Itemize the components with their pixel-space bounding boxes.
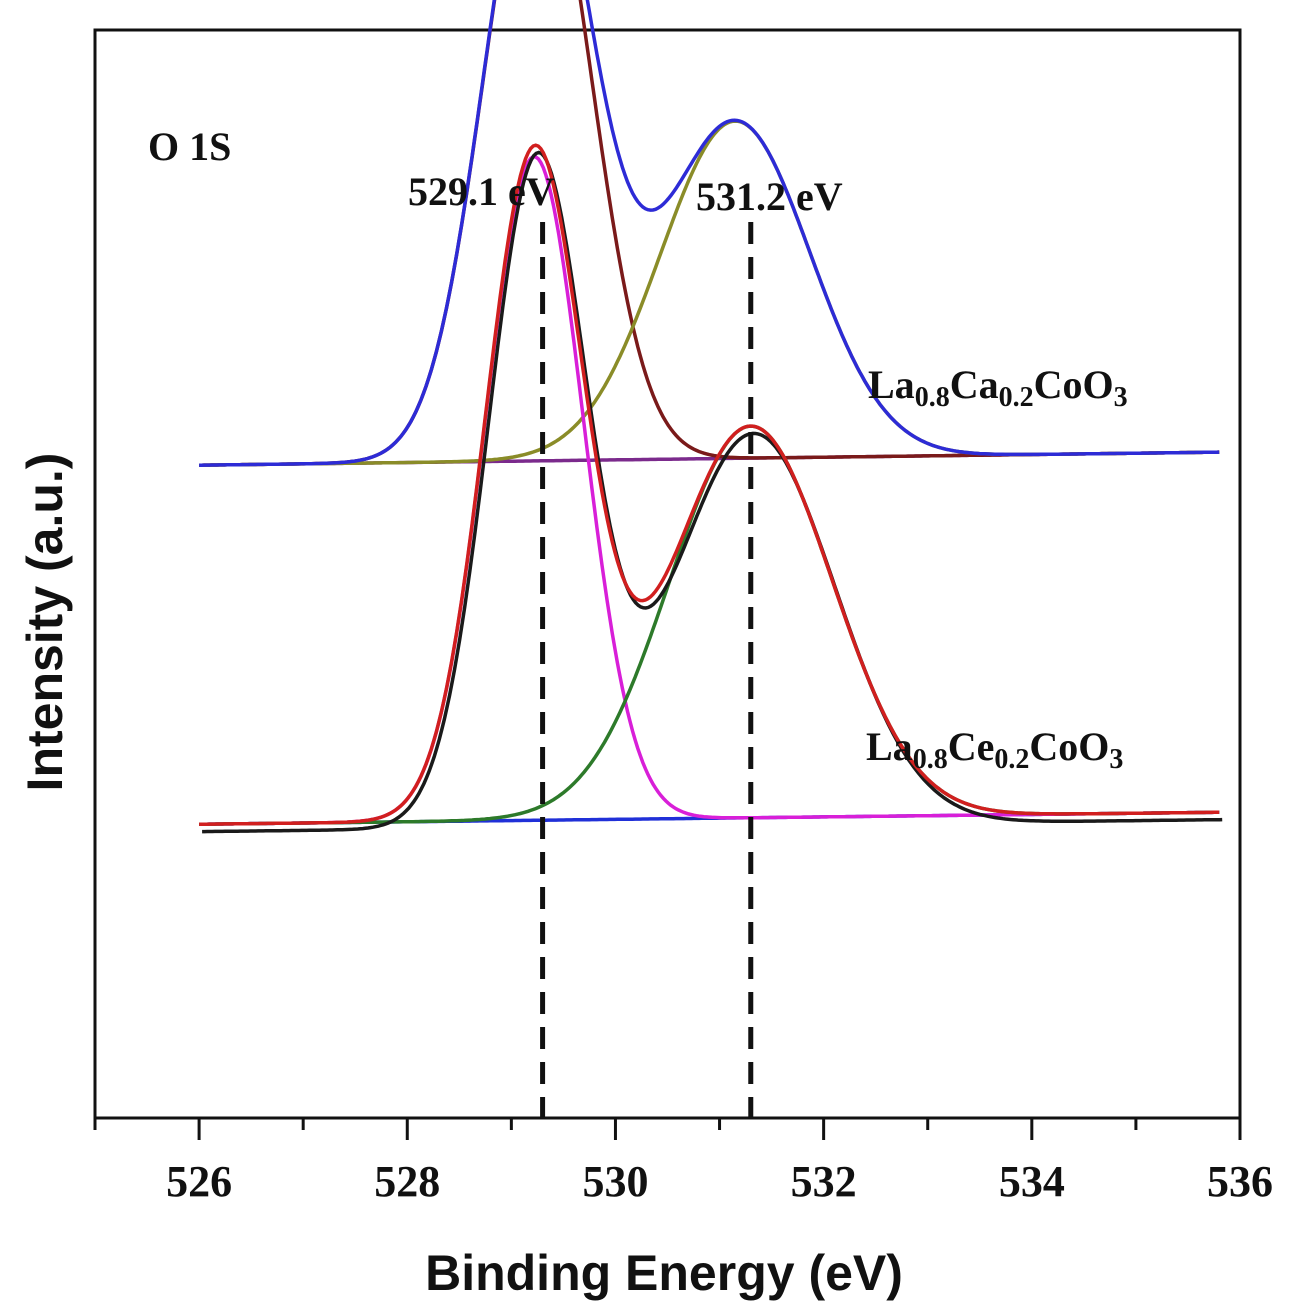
formula-text: La [866,724,913,769]
subscript: 3 [1109,744,1123,775]
plot-border [93,28,1242,1120]
x-tick-label: 528 [374,1157,440,1206]
component-1-line [199,119,1220,467]
envelope-line [199,143,1220,826]
formula-text: La [868,362,915,407]
peak-reference-lines [540,222,754,1118]
peak2-label: 531.2 eV [696,174,843,219]
plot-frame [93,28,1242,1120]
x-tick-label: 536 [1207,1157,1273,1206]
sample-0-curves [199,0,1220,467]
subscript: 0.8 [913,744,948,775]
subscript: 0.2 [999,382,1034,413]
core-level-label: O 1S [148,124,231,169]
subscript: 0.2 [994,744,1029,775]
spectra-curves [199,0,1223,834]
x-tick-label: 532 [791,1157,857,1206]
sample-1-curves [199,143,1223,834]
x-axis-title: Binding Energy (eV) [425,1245,903,1301]
peak1-label: 529.1 eV [408,169,555,214]
sample-label-la-ce: La0.8Ce0.2CoO3 [866,724,1123,775]
x-tick-label: 534 [999,1157,1065,1206]
y-axis-title: Intensity (a.u.) [17,453,73,792]
formula-text: CoO [1034,362,1114,407]
x-tick-label: 526 [166,1157,232,1206]
formula-text: Ce [948,724,995,769]
formula-text: Ca [950,362,999,407]
envelope-line [199,0,1220,467]
subscript: 0.8 [915,382,950,413]
experimental-line [202,150,1223,834]
sample-label-la-ca: La0.8Ca0.2CoO3 [868,362,1128,413]
subscript: 3 [1114,382,1128,413]
x-tick-label: 530 [582,1157,648,1206]
formula-text: CoO [1029,724,1109,769]
x-axis: 526 528 530 532 534 536 [93,1118,1273,1206]
